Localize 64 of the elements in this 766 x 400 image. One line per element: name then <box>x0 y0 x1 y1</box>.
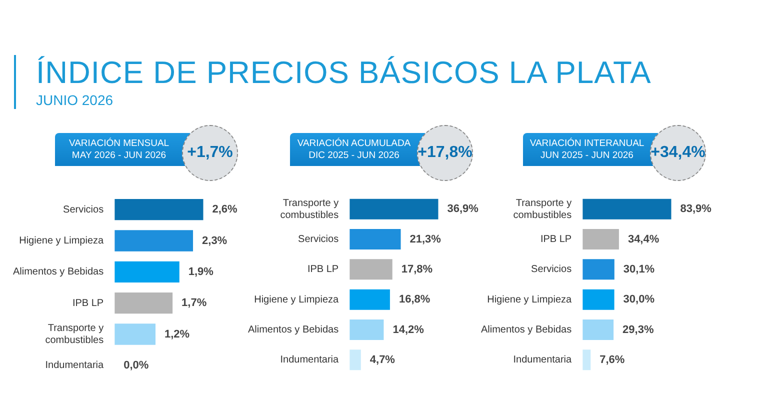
bar <box>582 319 614 340</box>
y-tick-label: Alimentos y Bebidas <box>12 266 104 278</box>
bar <box>114 198 204 220</box>
y-tick-label: Alimentos y Bebidas <box>248 324 339 336</box>
data-label: 30,1% <box>623 263 655 276</box>
data-label: 2,3% <box>202 234 228 247</box>
bar <box>350 228 401 250</box>
y-tick-label: Transporte y combustibles <box>513 198 572 221</box>
chart-title: VARIACIÓN MENSUAL <box>68 138 170 150</box>
bar <box>582 350 591 370</box>
y-tick-label: Higiene y Limpieza <box>19 236 104 246</box>
chart-subtitle: DIC 2025 - JUN 2026 <box>308 150 400 162</box>
data-label: 17,8% <box>401 263 433 276</box>
y-tick-label: Indumentaria <box>280 354 340 366</box>
y-tick-label: IPB LP <box>72 298 104 309</box>
data-label: 7,6% <box>600 354 625 366</box>
bar <box>582 228 619 250</box>
text: ÍNDICE DE PRECIOS BÁSICOS LA PLATA <box>36 55 652 91</box>
y-tick-label: Servicios <box>531 264 572 276</box>
text: JUNIO 2026 <box>36 91 114 109</box>
y-tick-label: Transporte y combustibles <box>45 323 104 346</box>
data-label: 0,0% <box>124 359 149 372</box>
bar <box>582 289 614 310</box>
data-label: 14,2% <box>392 324 424 336</box>
data-label: 83,9% <box>680 203 712 216</box>
bar <box>350 259 392 280</box>
y-tick-label: Indumentaria <box>513 354 572 366</box>
y-tick-label: Higiene y Limpieza <box>487 294 572 306</box>
bar <box>350 289 390 310</box>
y-tick-label: Servicios <box>298 234 339 245</box>
data-label: 4,7% <box>370 354 396 366</box>
chart-subtitle: MAY 2026 - JUN 2026 <box>70 150 168 162</box>
chart-subtitle: JUN 2025 - JUN 2026 <box>540 150 634 162</box>
bar <box>350 350 361 370</box>
bar <box>582 198 672 220</box>
text: +17,8% <box>417 125 473 181</box>
y-tick-label: Indumentaria <box>45 360 104 372</box>
y-tick-label: Servicios <box>63 204 104 216</box>
data-label: 2,6% <box>212 204 238 216</box>
data-label: 34,4% <box>628 233 660 246</box>
text: +1,7% <box>182 125 238 181</box>
y-tick-label: IPB LP <box>307 264 339 276</box>
chart-title: VARIACIÓN ACUMULADA <box>296 138 412 150</box>
data-label: 1,2% <box>164 328 190 340</box>
bar <box>350 198 438 220</box>
data-label: 29,3% <box>622 324 654 336</box>
data-label: 21,3% <box>410 233 442 246</box>
data-label: 36,9% <box>447 203 479 216</box>
bar <box>114 230 194 252</box>
data-label: 1,9% <box>188 266 214 278</box>
y-tick-label: Higiene y Limpieza <box>254 294 340 306</box>
bar <box>350 319 384 340</box>
data-label: 16,8% <box>398 294 430 306</box>
data-label: 30,0% <box>623 294 655 306</box>
bar <box>114 261 180 283</box>
y-tick-label: IPB LP <box>540 234 572 245</box>
bar <box>114 292 173 314</box>
bar <box>582 259 614 280</box>
y-tick-label: Alimentos y Bebidas <box>480 324 572 336</box>
bar <box>114 324 156 345</box>
text: +34,4% <box>650 125 706 181</box>
y-tick-label: Transporte y combustibles <box>280 198 339 221</box>
data-label: 1,7% <box>182 297 207 310</box>
chart-title: VARIACIÓN INTERANUAL <box>528 138 646 150</box>
